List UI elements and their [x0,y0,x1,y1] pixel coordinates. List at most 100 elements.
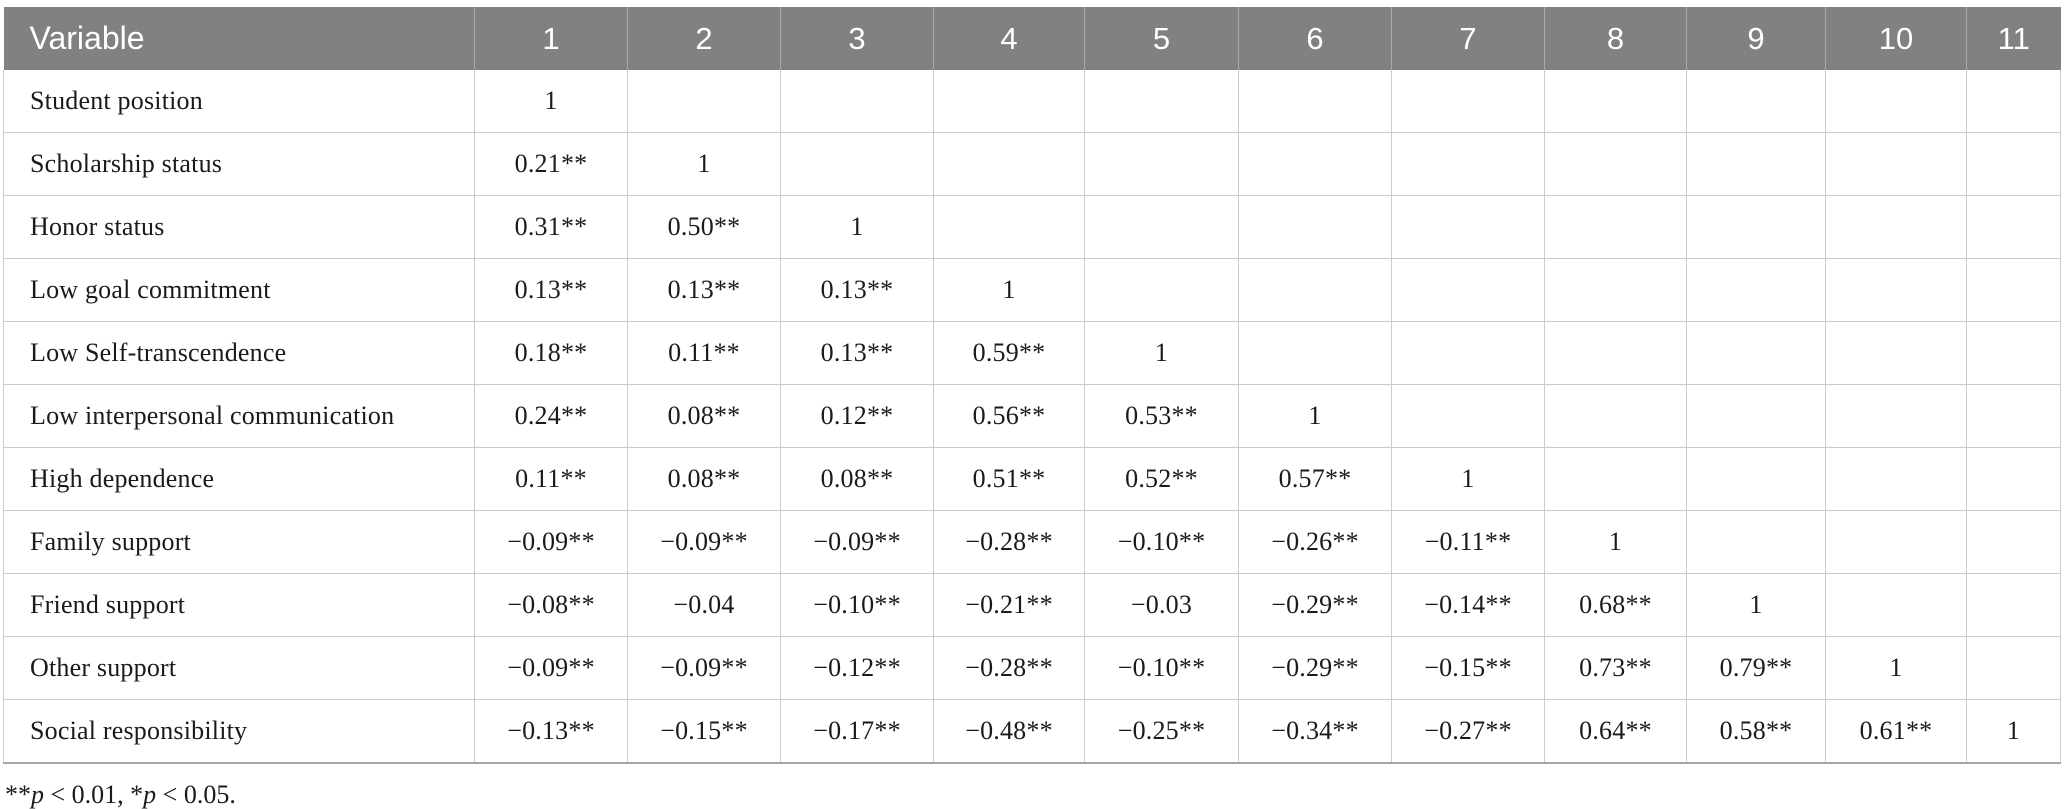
correlation-cell: −0.13** [474,699,628,764]
column-header-7: 7 [1391,7,1545,70]
correlation-cell: −0.25** [1084,699,1239,764]
footnote-text: < 0.05. [156,780,236,809]
correlation-cell [1686,258,1826,322]
correlation-cell [1391,258,1545,322]
correlation-cell: −0.34** [1238,699,1392,764]
correlation-cell [1825,573,1967,637]
correlation-cell [1966,384,2061,448]
correlation-cell: 0.56** [933,384,1085,448]
column-header-6: 6 [1238,7,1392,70]
correlation-cell [1238,321,1392,385]
correlation-cell: −0.21** [933,573,1085,637]
correlation-cell [1825,258,1967,322]
correlation-cell [1686,384,1826,448]
correlation-cell [1966,447,2061,511]
correlation-cell: −0.28** [933,510,1085,574]
correlation-cell: 0.12** [780,384,934,448]
correlation-cell [1391,321,1545,385]
correlation-cell: 1 [1966,699,2061,764]
table-row: Friend support −0.08** −0.04 −0.10** −0.21**… [3,573,2061,637]
correlation-cell [1391,195,1545,259]
correlation-cell: 0.08** [627,384,781,448]
correlation-cell: 1 [1686,573,1826,637]
variable-label: Scholarship status [3,132,475,196]
correlation-cell: 0.31** [474,195,628,259]
correlation-cell: 0.13** [474,258,628,322]
correlation-cell: 0.73** [1544,636,1687,700]
correlation-cell [1825,321,1967,385]
correlation-cell [1544,132,1687,196]
correlation-cell: −0.15** [1391,636,1545,700]
table-header: Variable 1 2 3 4 5 6 7 8 9 10 11 [3,7,2061,70]
correlation-cell [1825,70,1967,133]
correlation-cell [1686,132,1826,196]
table-row: Social responsibility −0.13** −0.15** −0.17… [3,699,2061,764]
correlation-cell [1084,132,1239,196]
correlation-cell: −0.09** [780,510,934,574]
variable-label: Student position [3,70,475,133]
variable-label: Honor status [3,195,475,259]
correlation-cell: 0.53** [1084,384,1239,448]
correlation-cell [1238,70,1392,133]
correlation-cell: 0.24** [474,384,628,448]
table-row: Low interpersonal communication 0.24** 0.0… [3,384,2061,448]
table-row: Low Self-transcendence 0.18** 0.11** 0.13**… [3,321,2061,385]
column-header-1: 1 [474,7,628,70]
correlation-cell [1686,195,1826,259]
column-header-8: 8 [1544,7,1687,70]
variable-label: Family support [3,510,475,574]
correlation-cell [627,70,781,133]
correlation-cell [1966,510,2061,574]
correlation-cell: −0.26** [1238,510,1392,574]
correlation-cell [1238,195,1392,259]
column-header-2: 2 [627,7,781,70]
table-row: Family support −0.09** −0.09** −0.09** −0.28… [3,510,2061,574]
correlation-cell: −0.09** [474,636,628,700]
variable-column-header: Variable [3,7,475,70]
correlation-cell: −0.08** [474,573,628,637]
correlation-cell: −0.10** [1084,510,1239,574]
column-header-3: 3 [780,7,934,70]
footnote-text: < 0.01, [44,780,131,809]
correlation-cell: −0.17** [780,699,934,764]
correlation-cell: 1 [627,132,781,196]
variable-label: Low interpersonal communication [3,384,475,448]
correlation-cell [1966,70,2061,133]
correlation-cell: −0.04 [627,573,781,637]
correlation-cell: 0.13** [627,258,781,322]
correlation-cell: 0.57** [1238,447,1392,511]
correlation-cell: 0.11** [627,321,781,385]
correlation-cell: 0.51** [933,447,1085,511]
correlation-cell: −0.12** [780,636,934,700]
correlation-cell [1825,447,1967,511]
correlation-cell: 0.50** [627,195,781,259]
correlation-cell [1544,258,1687,322]
table-row: Low goal commitment 0.13** 0.13** 0.13** 1 [3,258,2061,322]
correlation-cell [1084,70,1239,133]
correlation-cell: −0.48** [933,699,1085,764]
correlation-cell: 0.13** [780,321,934,385]
table-body: Student position 1 Scholarship status 0.21*… [3,70,2061,764]
correlation-cell [1966,132,2061,196]
variable-label: Social responsibility [3,699,475,764]
correlation-cell [1966,636,2061,700]
correlation-cell [1825,384,1967,448]
correlation-cell: 1 [1391,447,1545,511]
correlation-cell: 0.61** [1825,699,1967,764]
correlation-cell: −0.03 [1084,573,1239,637]
correlation-cell: 1 [1544,510,1687,574]
correlation-cell: −0.10** [780,573,934,637]
correlation-cell: 1 [1084,321,1239,385]
footnote-text: * [130,780,144,809]
correlation-cell [1238,132,1392,196]
correlation-cell [1966,321,2061,385]
correlation-cell [933,70,1085,133]
correlation-cell [1544,447,1687,511]
correlation-cell: 0.59** [933,321,1085,385]
correlation-cell [1686,510,1826,574]
correlation-cell: 1 [933,258,1085,322]
correlation-cell: 0.64** [1544,699,1687,764]
correlation-cell: 0.21** [474,132,628,196]
correlation-cell: 1 [1825,636,1967,700]
